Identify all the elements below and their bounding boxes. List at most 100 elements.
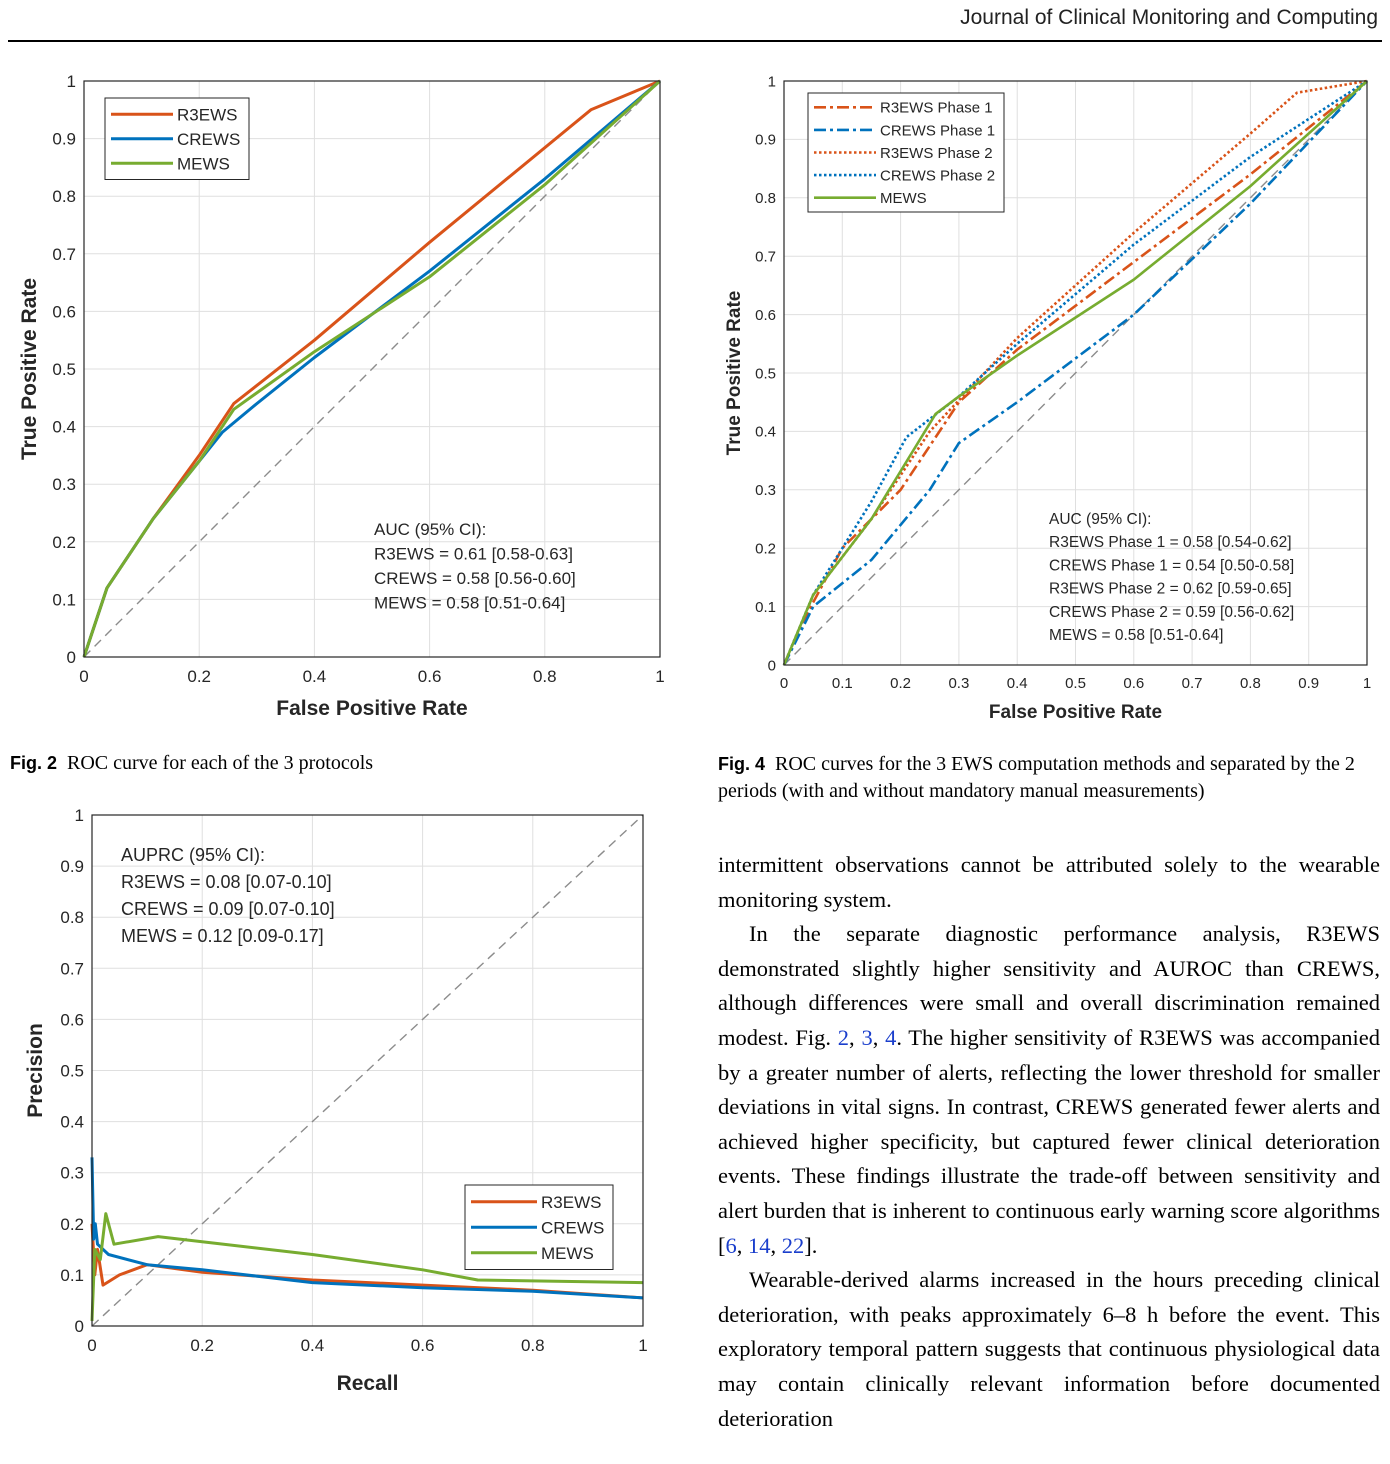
y-tick-label: 0.5 — [755, 365, 776, 382]
y-tick-label: 0.8 — [755, 190, 776, 207]
x-tick-label: 0.2 — [190, 1336, 214, 1355]
citation-22-link[interactable]: 22 — [781, 1232, 805, 1258]
figure-4-label: Fig. 4 — [718, 754, 766, 774]
x-tick-label: 0.3 — [948, 675, 969, 692]
x-tick-label: 0.4 — [1007, 675, 1028, 692]
y-tick-label: 0.8 — [60, 908, 84, 927]
x-tick-label: 0.7 — [1182, 675, 1203, 692]
legend-label: R3EWS — [177, 105, 237, 124]
page-header: Journal of Clinical Monitoring and Compu… — [0, 0, 1390, 42]
y-tick-label: 1 — [75, 806, 84, 825]
x-tick-label: 0.6 — [1123, 675, 1144, 692]
series-line-mews — [90, 1212, 644, 1321]
series-line-r3ews-phase-1 — [782, 79, 1368, 666]
annotation-line: MEWS = 0.58 [0.51-0.64] — [1049, 627, 1223, 644]
annotation-title: AUC (95% CI): — [374, 520, 486, 539]
series-line-crews-phase-1 — [782, 80, 1368, 666]
figure-3-link[interactable]: 3 — [861, 1024, 873, 1050]
y-tick-label: 0.3 — [60, 1164, 84, 1183]
y-tick-label: 0.8 — [52, 187, 76, 206]
paragraph-3: Wearable-derived alarms increased in the… — [718, 1267, 1380, 1431]
ref-separator: , — [849, 1024, 862, 1050]
x-tick-label: 0.2 — [890, 675, 911, 692]
axes-box — [783, 80, 1368, 666]
y-tick-label: 0.2 — [60, 1215, 84, 1234]
body-text: intermittent observations cannot be attr… — [718, 848, 1380, 1436]
y-axis-label: Precision — [24, 1023, 47, 1118]
paragraph-2: In the separate diagnostic performance a… — [718, 917, 1380, 1263]
reference-diagonal-line — [783, 80, 1368, 666]
paragraph-2-text-c: ]. — [804, 1232, 818, 1258]
y-tick-label: 0.1 — [52, 590, 76, 609]
annotation-title: AUPRC (95% CI): — [121, 845, 265, 865]
x-tick-label: 0 — [87, 1336, 96, 1355]
x-axis-label: Recall — [337, 1372, 399, 1395]
annotation-line: CREWS Phase 2 = 0.59 [0.56-0.62] — [1049, 604, 1294, 621]
y-tick-label: 0.4 — [755, 424, 776, 441]
x-tick-label: 0.6 — [418, 667, 442, 686]
y-tick-label: 0.2 — [52, 533, 76, 552]
x-tick-label: 1 — [638, 1336, 647, 1355]
y-tick-label: 0.3 — [755, 482, 776, 499]
x-tick-label: 0.8 — [533, 667, 557, 686]
series-line-r3ews-phase-2 — [782, 79, 1368, 666]
paragraph-1: intermittent observations cannot be attr… — [718, 852, 1380, 912]
ref-separator: , — [736, 1232, 748, 1258]
header-rule — [8, 40, 1382, 42]
y-tick-label: 0.2 — [755, 540, 776, 557]
annotation-line: R3EWS Phase 2 = 0.62 [0.59-0.65] — [1049, 581, 1292, 598]
y-tick-label: 0 — [75, 1317, 84, 1336]
y-tick-label: 0.6 — [755, 307, 776, 324]
x-tick-label: 0.2 — [187, 667, 211, 686]
annotation-line: R3EWS = 0.08 [0.07-0.10] — [121, 872, 332, 892]
legend-label: R3EWS Phase 2 — [880, 145, 993, 162]
y-tick-label: 0.9 — [60, 857, 84, 876]
y-tick-label: 0.4 — [52, 418, 76, 437]
legend-label: MEWS — [880, 190, 927, 207]
y-tick-label: 0.1 — [755, 599, 776, 616]
x-tick-label: 0.1 — [832, 675, 853, 692]
y-tick-label: 0.9 — [52, 130, 76, 149]
figure-2-roc-chart: 0 0.2 0.4 0.6 0.8 1 0 0.1 0.2 0.3 0.4 0.5 0.6 0.7 0.8 0… — [18, 72, 665, 720]
y-tick-label: 0.6 — [52, 302, 76, 321]
x-tick-label: 1 — [1363, 675, 1371, 692]
figure-4-link[interactable]: 4 — [885, 1024, 897, 1050]
figure-4-caption: Fig. 4 ROC curves for the 3 EWS computat… — [718, 751, 1380, 805]
annotation-title: AUC (95% CI): — [1049, 511, 1152, 528]
y-tick-label: 0.1 — [60, 1266, 84, 1285]
y-axis-label: True Positive Rate — [18, 278, 41, 460]
x-tick-label: 0 — [780, 675, 788, 692]
legend-label: CREWS — [177, 130, 240, 149]
annotation-line: CREWS Phase 1 = 0.54 [0.50-0.58] — [1049, 557, 1294, 574]
annotation-line: MEWS = 0.12 [0.09-0.17] — [121, 926, 324, 946]
y-tick-label: 0.4 — [60, 1113, 84, 1132]
y-tick-label: 0.7 — [60, 959, 84, 978]
citation-14-link[interactable]: 14 — [748, 1232, 771, 1258]
legend-label: CREWS Phase 1 — [880, 122, 995, 139]
legend-label: MEWS — [541, 1244, 594, 1263]
figure-2-caption-text: ROC curve for each of the 3 protocols — [67, 752, 374, 774]
figure-2-link[interactable]: 2 — [837, 1024, 850, 1050]
y-tick-label: 0 — [768, 657, 776, 674]
reference-diagonal-line — [83, 80, 661, 658]
y-tick-label: 0.6 — [60, 1010, 84, 1029]
axes-box — [83, 80, 661, 658]
x-tick-label: 1 — [655, 667, 664, 686]
y-tick-label: 0.5 — [52, 360, 76, 379]
series-line-mews — [82, 79, 662, 658]
figure-3-pr-chart: 0 0.2 0.4 0.6 0.8 1 0 0.1 0.2 0.3 0.4 0.5 0.6 0.7 0.8 0… — [24, 806, 648, 1395]
legend-label: CREWS Phase 2 — [880, 168, 995, 185]
axes-box — [91, 814, 644, 1327]
figure-2-label: Fig. 2 — [10, 753, 58, 773]
y-axis-label: True Positive Rate — [724, 291, 745, 456]
figure-4-roc-chart: 0 0.1 0.2 0.3 0.4 0.5 0.6 0.7 0.8 0.9 1 0 0.1 0.2 0.3 0… — [724, 73, 1371, 723]
citation-6-link[interactable]: 6 — [725, 1232, 737, 1258]
x-tick-label: 0.9 — [1298, 675, 1319, 692]
annotation-line: R3EWS Phase 1 = 0.58 [0.54-0.62] — [1049, 534, 1292, 551]
x-tick-label: 0.5 — [1065, 675, 1086, 692]
legend-label: CREWS — [541, 1218, 604, 1237]
x-axis-label: False Positive Rate — [276, 697, 467, 720]
figure-2-caption: Fig. 2 ROC curve for each of the 3 proto… — [10, 750, 680, 777]
paragraph-2-text-b: . The higher sensitivity of R3EWS was ac… — [718, 1024, 1381, 1258]
figure-4-caption-text: ROC curves for the 3 EWS computation met… — [718, 753, 1355, 802]
